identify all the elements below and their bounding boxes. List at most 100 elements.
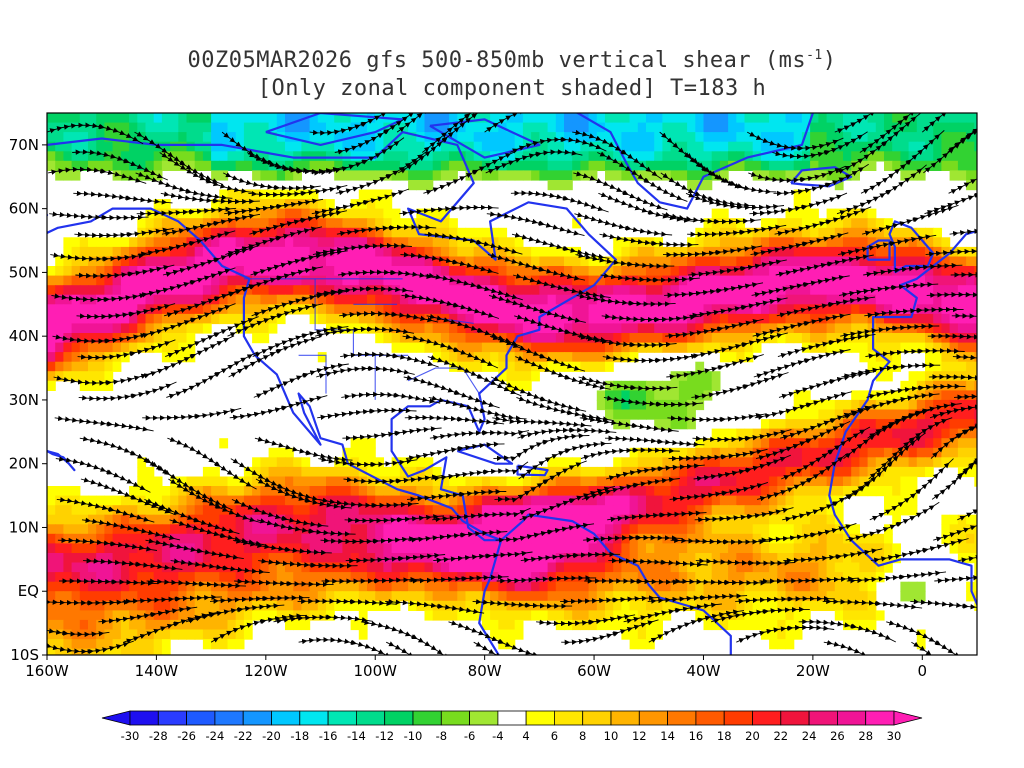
shear-cell <box>358 438 368 449</box>
shear-cell <box>728 524 737 535</box>
shear-cell <box>161 600 171 611</box>
shear-cell <box>933 438 942 449</box>
shear-cell <box>703 591 713 602</box>
shear-cell <box>605 294 614 305</box>
shear-cell <box>490 313 499 325</box>
shear-cell <box>908 122 918 133</box>
shear-cell <box>112 648 122 655</box>
shear-cell <box>498 524 508 535</box>
streamline <box>78 381 177 402</box>
shear-cell <box>719 581 729 592</box>
shear-cell <box>719 256 729 267</box>
shear-cell <box>465 476 475 487</box>
shear-cell <box>408 218 417 229</box>
streamline-arrow <box>544 420 549 425</box>
shear-cell <box>851 160 860 171</box>
shear-cell <box>678 313 688 325</box>
shear-cell <box>621 275 631 286</box>
shear-cell <box>637 380 647 391</box>
shear-cell <box>564 533 573 544</box>
shear-cell <box>465 533 475 544</box>
streamline-arrow <box>612 597 617 603</box>
shear-cell <box>252 113 261 124</box>
shear-cell <box>588 514 598 525</box>
shear-cell <box>481 275 491 286</box>
shear-cell <box>153 237 163 248</box>
shear-cell <box>153 160 163 171</box>
shear-cell <box>719 438 729 449</box>
shear-cell <box>326 199 335 210</box>
shear-cell <box>851 524 860 535</box>
shear-cell <box>793 208 803 219</box>
shear-cell <box>793 591 803 602</box>
shear-cell <box>449 495 458 506</box>
shear-cell <box>605 495 614 506</box>
shear-cell <box>367 313 376 325</box>
shear-cell <box>637 639 647 650</box>
shear-cell <box>555 476 565 487</box>
shear-cell <box>588 610 598 621</box>
shear-cell <box>736 294 746 305</box>
shear-cell <box>646 495 655 506</box>
shear-cell <box>432 572 442 583</box>
shear-cell <box>367 591 376 602</box>
shear-cell <box>153 486 163 497</box>
shear-cell <box>810 457 819 468</box>
shear-cell <box>219 218 229 229</box>
shear-cell <box>703 333 713 344</box>
shear-cell <box>588 600 598 611</box>
shear-cell <box>629 390 639 401</box>
shear-cell <box>375 313 384 325</box>
shear-cell <box>580 160 590 171</box>
shear-cell <box>531 371 540 382</box>
shear-cell <box>637 524 647 535</box>
shear-cell <box>613 246 622 258</box>
shear-cell <box>662 390 672 401</box>
shear-cell <box>243 629 253 640</box>
shear-cell <box>153 313 163 325</box>
shear-cell <box>153 553 163 564</box>
shear-cell <box>309 591 319 602</box>
shear-cell <box>268 122 278 133</box>
shear-cell <box>211 160 220 171</box>
shear-cell <box>678 591 688 602</box>
streamline-arrow <box>374 578 379 583</box>
shear-cell <box>481 543 491 554</box>
shear-cell <box>490 342 499 353</box>
shear-cell <box>260 170 270 181</box>
shear-cell <box>465 553 475 564</box>
shear-cell <box>260 495 270 506</box>
shear-cell <box>654 113 663 124</box>
shear-cell <box>285 619 294 631</box>
shear-cell <box>834 409 844 420</box>
shear-cell <box>47 505 56 516</box>
shear-cell <box>268 285 278 296</box>
streamline <box>958 544 977 563</box>
shear-cell <box>621 505 631 516</box>
shear-cell <box>71 113 81 124</box>
shear-cell <box>465 333 475 344</box>
streamline-arrow <box>740 305 746 310</box>
shear-cell <box>391 294 401 305</box>
shear-cell <box>63 170 73 181</box>
shear-cell <box>654 495 663 506</box>
shear-cell <box>391 581 401 592</box>
shear-cell <box>202 466 212 478</box>
shear-cell <box>769 294 778 305</box>
shear-cell <box>375 524 384 535</box>
shear-cell <box>629 304 639 315</box>
shear-cell <box>473 495 483 506</box>
shear-cell <box>235 572 245 583</box>
shear-cell <box>892 438 901 449</box>
shear-cell <box>818 141 828 152</box>
shear-cell <box>596 323 606 334</box>
shear-cell <box>572 466 581 478</box>
shear-cell <box>736 438 746 449</box>
shear-cell <box>55 495 64 506</box>
shear-cell <box>966 151 975 162</box>
shear-cell <box>498 141 508 152</box>
shear-cell <box>424 160 434 171</box>
shear-cell <box>47 581 56 592</box>
shear-cell <box>137 275 147 286</box>
streamline <box>863 262 963 278</box>
